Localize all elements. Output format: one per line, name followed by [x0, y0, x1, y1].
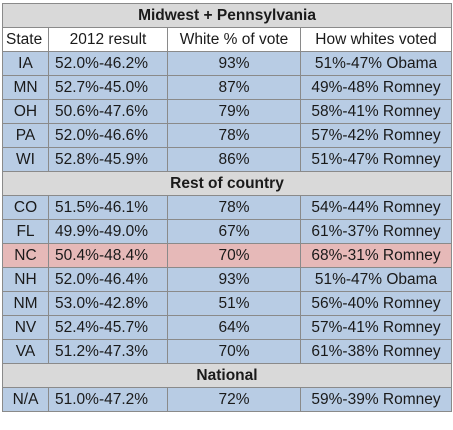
result-cell: 52.0%-46.6%	[48, 123, 168, 148]
table-row: PA 52.0%-46.6% 78% 57%-42% Romney	[2, 123, 453, 148]
white-vote-cell: 49%-48% Romney	[299, 75, 453, 100]
white-vote-cell: 57%-42% Romney	[299, 123, 453, 148]
state-cell: NM	[2, 291, 49, 316]
result-cell: 52.7%-45.0%	[48, 75, 168, 100]
state-cell: PA	[2, 123, 49, 148]
result-cell: 51.0%-47.2%	[48, 387, 168, 412]
result-cell: 52.0%-46.4%	[48, 267, 168, 292]
state-cell: IA	[2, 51, 49, 76]
result-cell: 53.0%-42.8%	[48, 291, 168, 316]
state-cell: NC	[2, 243, 49, 268]
state-cell: FL	[2, 219, 49, 244]
result-cell: 49.9%-49.0%	[48, 219, 168, 244]
section-header-row: Midwest + Pennsylvania	[1, 3, 453, 28]
result-cell: 52.8%-45.9%	[48, 147, 168, 172]
white-pct-cell: 70%	[167, 243, 301, 268]
table-row-highlighted: NC 50.4%-48.4% 70% 68%-31% Romney	[2, 243, 453, 268]
column-header-white-vote: How whites voted	[299, 27, 453, 52]
table-row: N/A 51.0%-47.2% 72% 59%-39% Romney	[2, 387, 453, 412]
table-row: FL 49.9%-49.0% 67% 61%-37% Romney	[2, 219, 453, 244]
table-row: MN 52.7%-45.0% 87% 49%-48% Romney	[2, 75, 453, 100]
white-pct-cell: 78%	[167, 195, 301, 220]
white-pct-cell: 72%	[167, 387, 301, 412]
table-row: VA 51.2%-47.3% 70% 61%-38% Romney	[2, 339, 453, 364]
table-row: CO 51.5%-46.1% 78% 54%-44% Romney	[2, 195, 453, 220]
state-cell: NH	[2, 267, 49, 292]
state-cell: N/A	[2, 387, 49, 412]
state-cell: NV	[2, 315, 49, 340]
section-header-row: National	[1, 363, 453, 388]
table-row: OH 50.6%-47.6% 79% 58%-41% Romney	[2, 99, 453, 124]
white-vote-cell: 51%-47% Obama	[299, 51, 453, 76]
white-pct-cell: 64%	[167, 315, 301, 340]
table-body: Midwest + Pennsylvania State 2012 result…	[1, 3, 453, 412]
white-vote-cell: 57%-41% Romney	[299, 315, 453, 340]
table-row: NH 52.0%-46.4% 93% 51%-47% Obama	[2, 267, 453, 292]
state-cell: WI	[2, 147, 49, 172]
white-vote-cell: 61%-37% Romney	[299, 219, 453, 244]
white-pct-cell: 79%	[167, 99, 301, 124]
white-vote-cell: 54%-44% Romney	[299, 195, 453, 220]
result-cell: 50.4%-48.4%	[48, 243, 168, 268]
white-vote-cell: 59%-39% Romney	[299, 387, 453, 412]
election-results-table: Midwest + Pennsylvania State 2012 result…	[1, 3, 453, 412]
column-header-state: State	[2, 27, 49, 52]
white-pct-cell: 67%	[167, 219, 301, 244]
column-header-row: State 2012 result White % of vote How wh…	[2, 27, 453, 52]
section-title: National	[1, 363, 453, 388]
table-row: WI 52.8%-45.9% 86% 51%-47% Romney	[2, 147, 453, 172]
state-cell: VA	[2, 339, 49, 364]
white-vote-cell: 68%-31% Romney	[299, 243, 453, 268]
white-vote-cell: 56%-40% Romney	[299, 291, 453, 316]
state-cell: MN	[2, 75, 49, 100]
result-cell: 52.0%-46.2%	[48, 51, 168, 76]
column-header-result: 2012 result	[48, 27, 168, 52]
white-pct-cell: 93%	[167, 267, 301, 292]
white-vote-cell: 51%-47% Obama	[299, 267, 453, 292]
state-cell: CO	[2, 195, 49, 220]
result-cell: 50.6%-47.6%	[48, 99, 168, 124]
white-pct-cell: 86%	[167, 147, 301, 172]
white-pct-cell: 87%	[167, 75, 301, 100]
white-vote-cell: 61%-38% Romney	[299, 339, 453, 364]
section-title: Midwest + Pennsylvania	[1, 3, 453, 28]
result-cell: 51.5%-46.1%	[48, 195, 168, 220]
result-cell: 51.2%-47.3%	[48, 339, 168, 364]
table-row: NM 53.0%-42.8% 51% 56%-40% Romney	[2, 291, 453, 316]
white-pct-cell: 70%	[167, 339, 301, 364]
table-row: NV 52.4%-45.7% 64% 57%-41% Romney	[2, 315, 453, 340]
section-header-row: Rest of country	[1, 171, 453, 196]
result-cell: 52.4%-45.7%	[48, 315, 168, 340]
column-header-white-pct: White % of vote	[167, 27, 301, 52]
white-pct-cell: 78%	[167, 123, 301, 148]
results-table-container: Midwest + Pennsylvania State 2012 result…	[1, 3, 453, 412]
table-row: IA 52.0%-46.2% 93% 51%-47% Obama	[2, 51, 453, 76]
white-pct-cell: 93%	[167, 51, 301, 76]
section-title: Rest of country	[1, 171, 453, 196]
white-vote-cell: 58%-41% Romney	[299, 99, 453, 124]
white-vote-cell: 51%-47% Romney	[299, 147, 453, 172]
state-cell: OH	[2, 99, 49, 124]
white-pct-cell: 51%	[167, 291, 301, 316]
